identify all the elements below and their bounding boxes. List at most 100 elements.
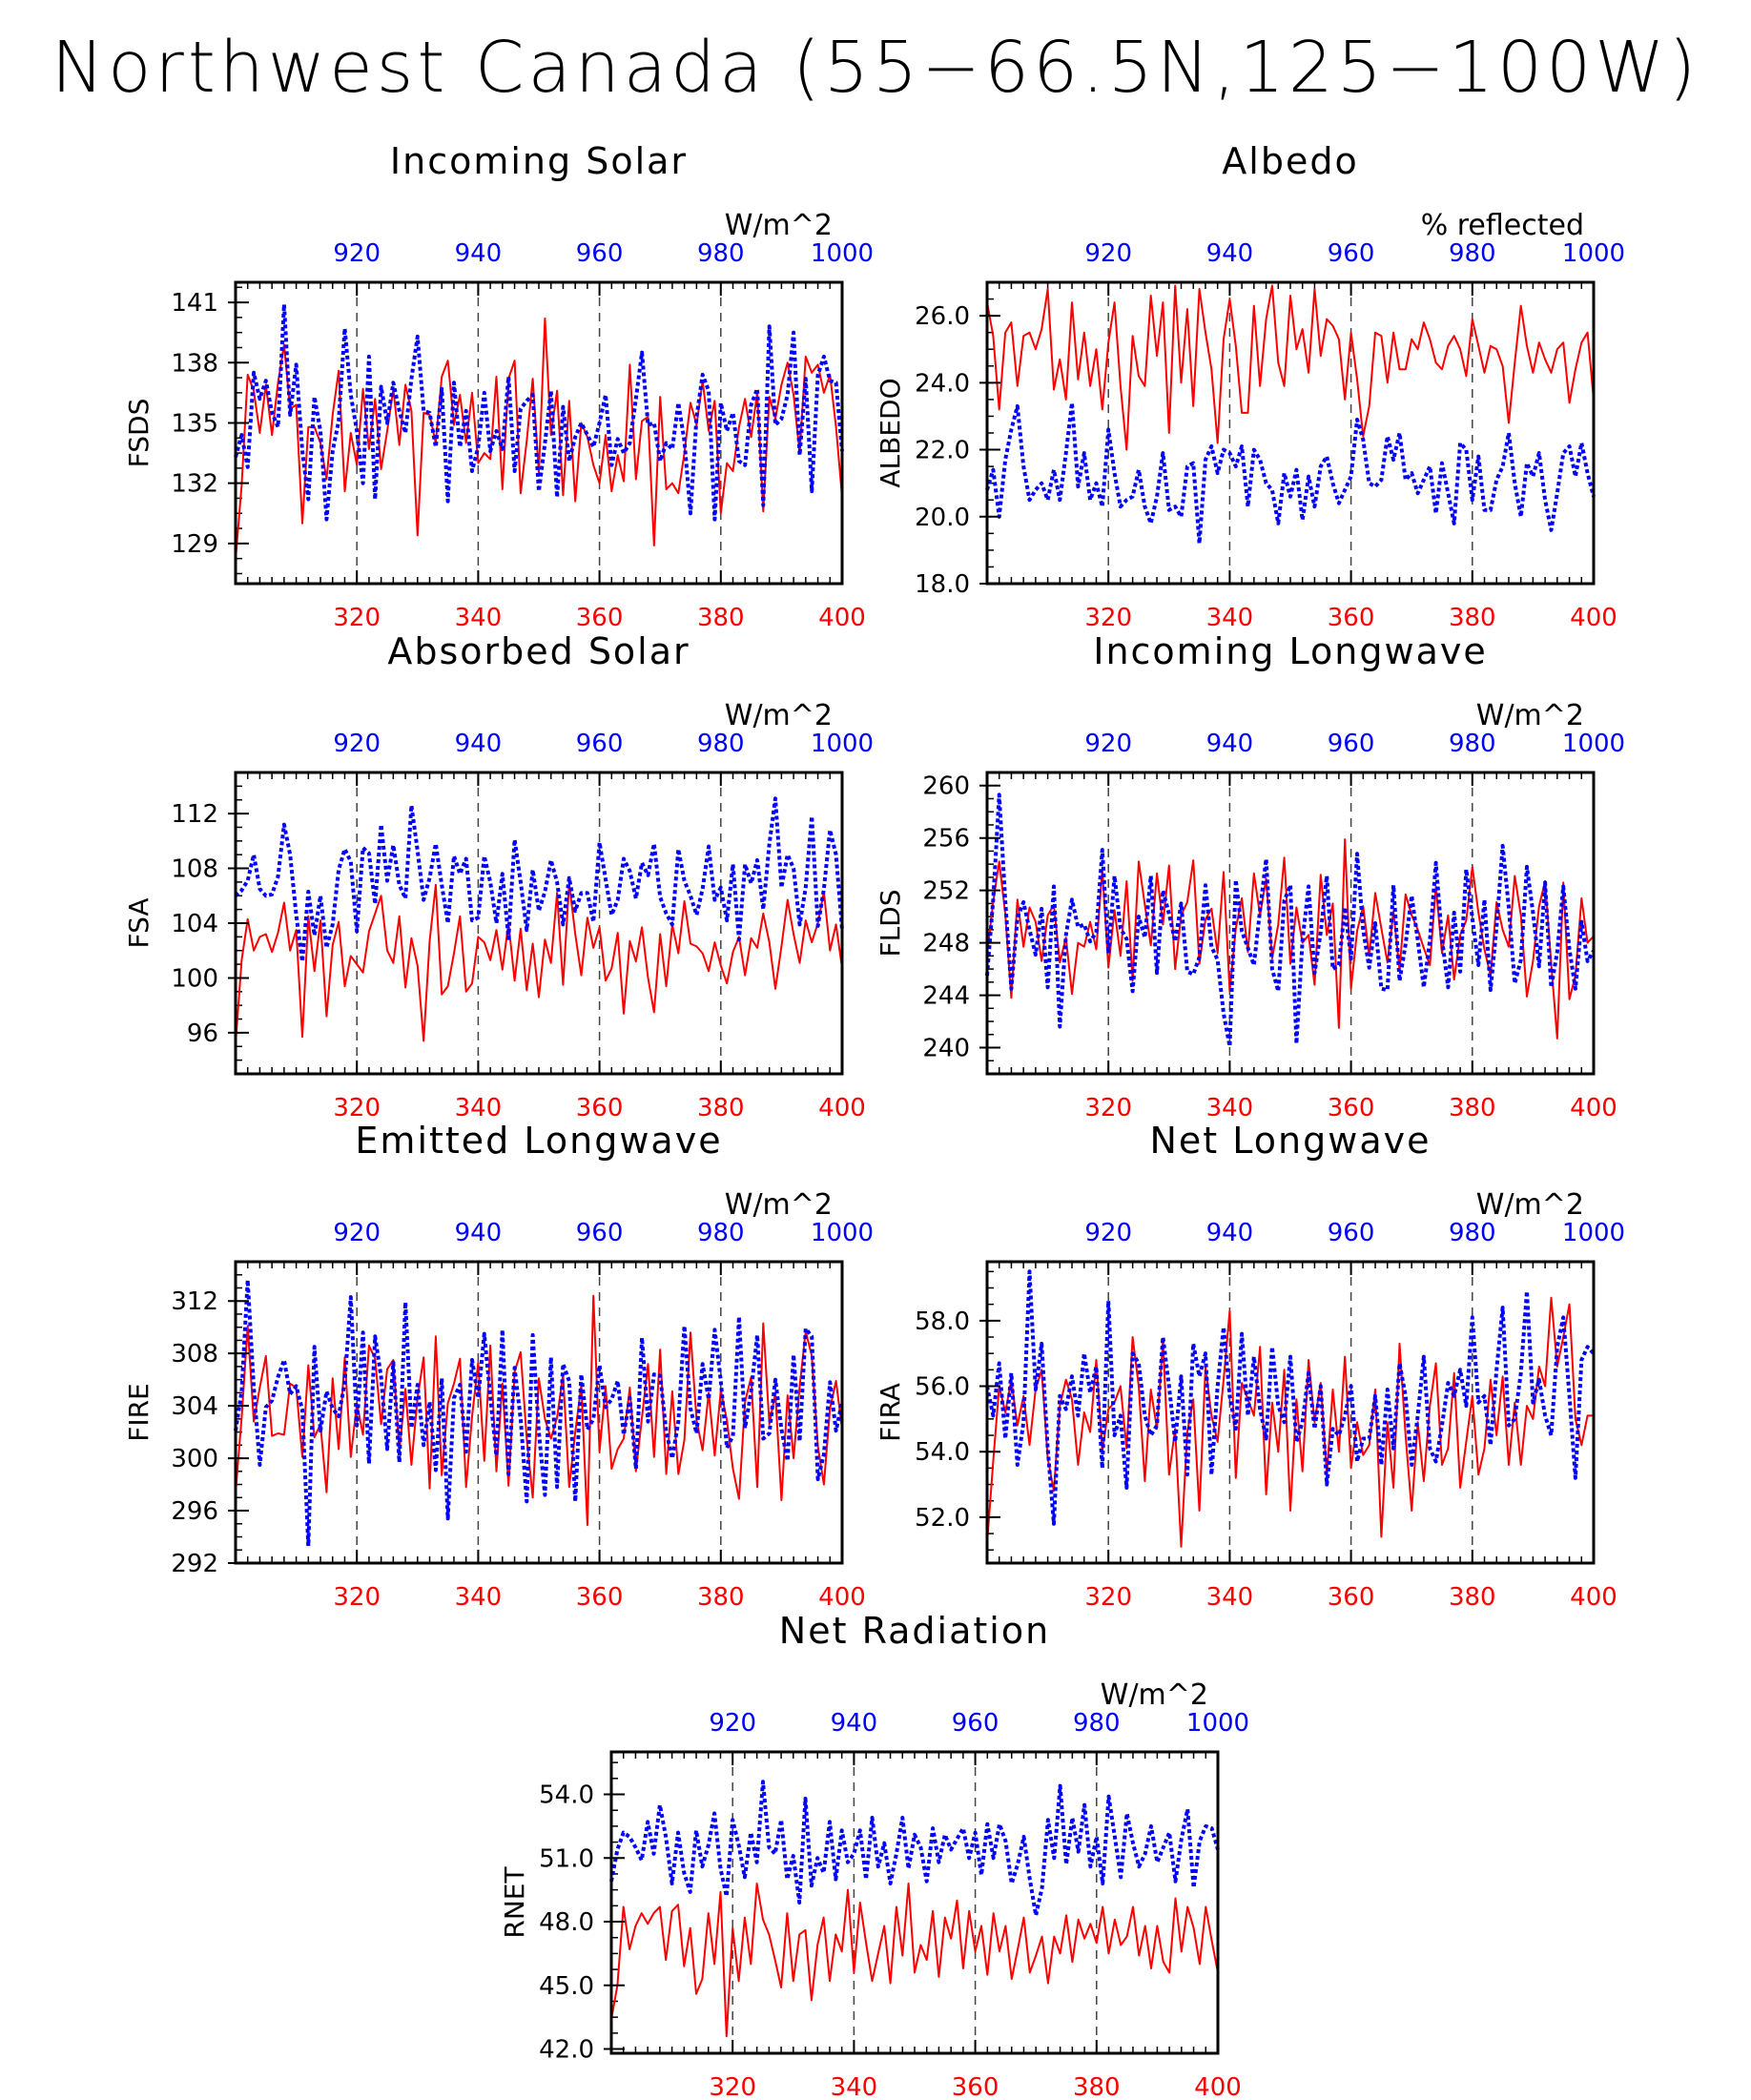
x-tick-label: 380 — [697, 1094, 745, 1122]
x-top-tick-label: 980 — [697, 239, 745, 268]
y-tick-label: 96 — [187, 1019, 218, 1048]
y-axis-label: FIRA — [875, 1383, 906, 1442]
units-label: W/m^2 — [1101, 1678, 1208, 1712]
series-line-blue — [985, 401, 1596, 546]
y-axis-label: FIRE — [123, 1383, 154, 1442]
units-label: W/m^2 — [725, 1188, 833, 1222]
x-top-tick-label: 960 — [1328, 1219, 1375, 1247]
series-line-red — [235, 1294, 843, 1527]
x-top-tick-label: 920 — [333, 239, 381, 268]
units-label: % reflected — [1421, 209, 1584, 242]
y-tick-label: 22.0 — [915, 437, 970, 465]
y-tick-label: 100 — [171, 964, 218, 993]
x-tick-label: 360 — [576, 604, 624, 632]
series-line-red — [235, 317, 843, 560]
x-tick-label: 380 — [697, 604, 745, 632]
y-axis-label: RNET — [499, 1866, 530, 1939]
x-top-tick-label: 920 — [333, 730, 381, 758]
x-tick-label: 360 — [1328, 1583, 1375, 1612]
series-line-blue — [985, 793, 1596, 1049]
plot-frame — [234, 280, 844, 586]
panel-3: Absorbed Solar W/m^2 320 340 360 380 400 920 940… — [123, 630, 874, 1122]
panel-title: Emitted Longwave — [355, 1120, 722, 1162]
x-tick-label: 360 — [952, 2073, 999, 2100]
x-top-tick-label: 940 — [831, 1709, 878, 1738]
x-top-tick-label: 1000 — [811, 239, 874, 268]
y-axis-label: FSA — [123, 897, 154, 948]
y-axis-label: FLDS — [875, 889, 906, 957]
series-line-red — [986, 838, 1595, 1040]
units-label: W/m^2 — [725, 699, 833, 732]
x-tick-label: 380 — [1073, 2073, 1121, 2100]
x-tick-label: 340 — [831, 2073, 878, 2100]
figure-title: Northwest Canada (55−66.5N,125−100W) — [51, 27, 1700, 109]
x-tick-label: 320 — [333, 1094, 381, 1122]
units-label: W/m^2 — [1476, 1188, 1584, 1222]
x-top-tick-label: 1000 — [1562, 730, 1625, 758]
series-line-red — [610, 1883, 1219, 2038]
panel-4: Incoming Longwave W/m^2 320 340 360 380 400 920… — [875, 630, 1625, 1122]
x-top-tick-label: 920 — [1084, 239, 1132, 268]
x-tick-label: 360 — [1328, 1094, 1375, 1122]
series-line-blue — [609, 1780, 1220, 1918]
x-tick-label: 400 — [1570, 1583, 1617, 1612]
y-tick-label: 240 — [922, 1035, 970, 1063]
x-tick-label: 340 — [1206, 604, 1254, 632]
y-tick-label: 42.0 — [539, 2036, 594, 2065]
x-tick-label: 340 — [1206, 1094, 1254, 1122]
y-tick-label: 138 — [171, 349, 218, 378]
x-tick-label: 340 — [1206, 1583, 1254, 1612]
panel-title: Albedo — [1222, 140, 1358, 182]
y-tick-label: 24.0 — [915, 369, 970, 398]
y-tick-label: 260 — [922, 772, 970, 801]
y-tick-label: 129 — [171, 530, 218, 559]
x-top-tick-label: 940 — [455, 239, 503, 268]
x-top-tick-label: 920 — [333, 1219, 381, 1247]
x-tick-label: 400 — [818, 604, 866, 632]
x-tick-label: 320 — [1084, 604, 1132, 632]
x-tick-label: 340 — [455, 1094, 503, 1122]
x-tick-label: 320 — [333, 604, 381, 632]
units-label: W/m^2 — [725, 209, 833, 242]
panel-title: Incoming Longwave — [1093, 630, 1487, 672]
series-line-red — [986, 1296, 1594, 1548]
x-top-tick-label: 980 — [1449, 1219, 1496, 1247]
y-tick-label: 52.0 — [915, 1504, 970, 1533]
x-top-tick-label: 1000 — [811, 730, 874, 758]
x-top-tick-label: 1000 — [811, 1219, 874, 1247]
x-tick-label: 400 — [1570, 604, 1617, 632]
series-line-blue — [234, 1278, 844, 1549]
x-tick-label: 360 — [576, 1094, 624, 1122]
panel-title: Net Radiation — [779, 1610, 1050, 1652]
panel-title: Incoming Solar — [390, 140, 688, 182]
y-tick-label: 252 — [922, 877, 970, 906]
panel-6: Net Longwave W/m^2 320 340 360 380 400 920 940 96… — [875, 1120, 1625, 1612]
x-tick-label: 380 — [697, 1583, 745, 1612]
x-tick-label: 340 — [455, 1583, 503, 1612]
x-tick-label: 400 — [1194, 2073, 1242, 2100]
x-top-tick-label: 1000 — [1186, 1709, 1249, 1738]
x-top-tick-label: 1000 — [1562, 1219, 1625, 1247]
x-tick-label: 380 — [1449, 1583, 1496, 1612]
y-tick-label: 18.0 — [915, 570, 970, 599]
x-top-tick-label: 940 — [1206, 239, 1254, 268]
y-tick-label: 244 — [922, 982, 970, 1011]
x-top-tick-label: 960 — [576, 239, 624, 268]
x-tick-label: 360 — [1328, 604, 1375, 632]
y-tick-label: 292 — [171, 1550, 218, 1578]
y-tick-label: 56.0 — [915, 1373, 970, 1402]
plot-frame — [985, 1260, 1596, 1565]
x-top-tick-label: 980 — [1073, 1709, 1121, 1738]
x-top-tick-label: 960 — [576, 1219, 624, 1247]
x-top-tick-label: 980 — [697, 730, 745, 758]
y-tick-label: 26.0 — [915, 302, 970, 331]
x-top-tick-label: 960 — [1328, 239, 1375, 268]
plot-frame — [609, 1750, 1220, 2055]
y-axis-label: FSDS — [123, 399, 154, 468]
panel-7: Net Radiation W/m^2 320 340 360 380 400 920 940 9… — [499, 1610, 1249, 2100]
y-tick-label: 58.0 — [915, 1307, 970, 1336]
y-tick-label: 104 — [171, 910, 218, 938]
plot-frame — [985, 771, 1596, 1076]
series-line-blue — [234, 302, 844, 522]
